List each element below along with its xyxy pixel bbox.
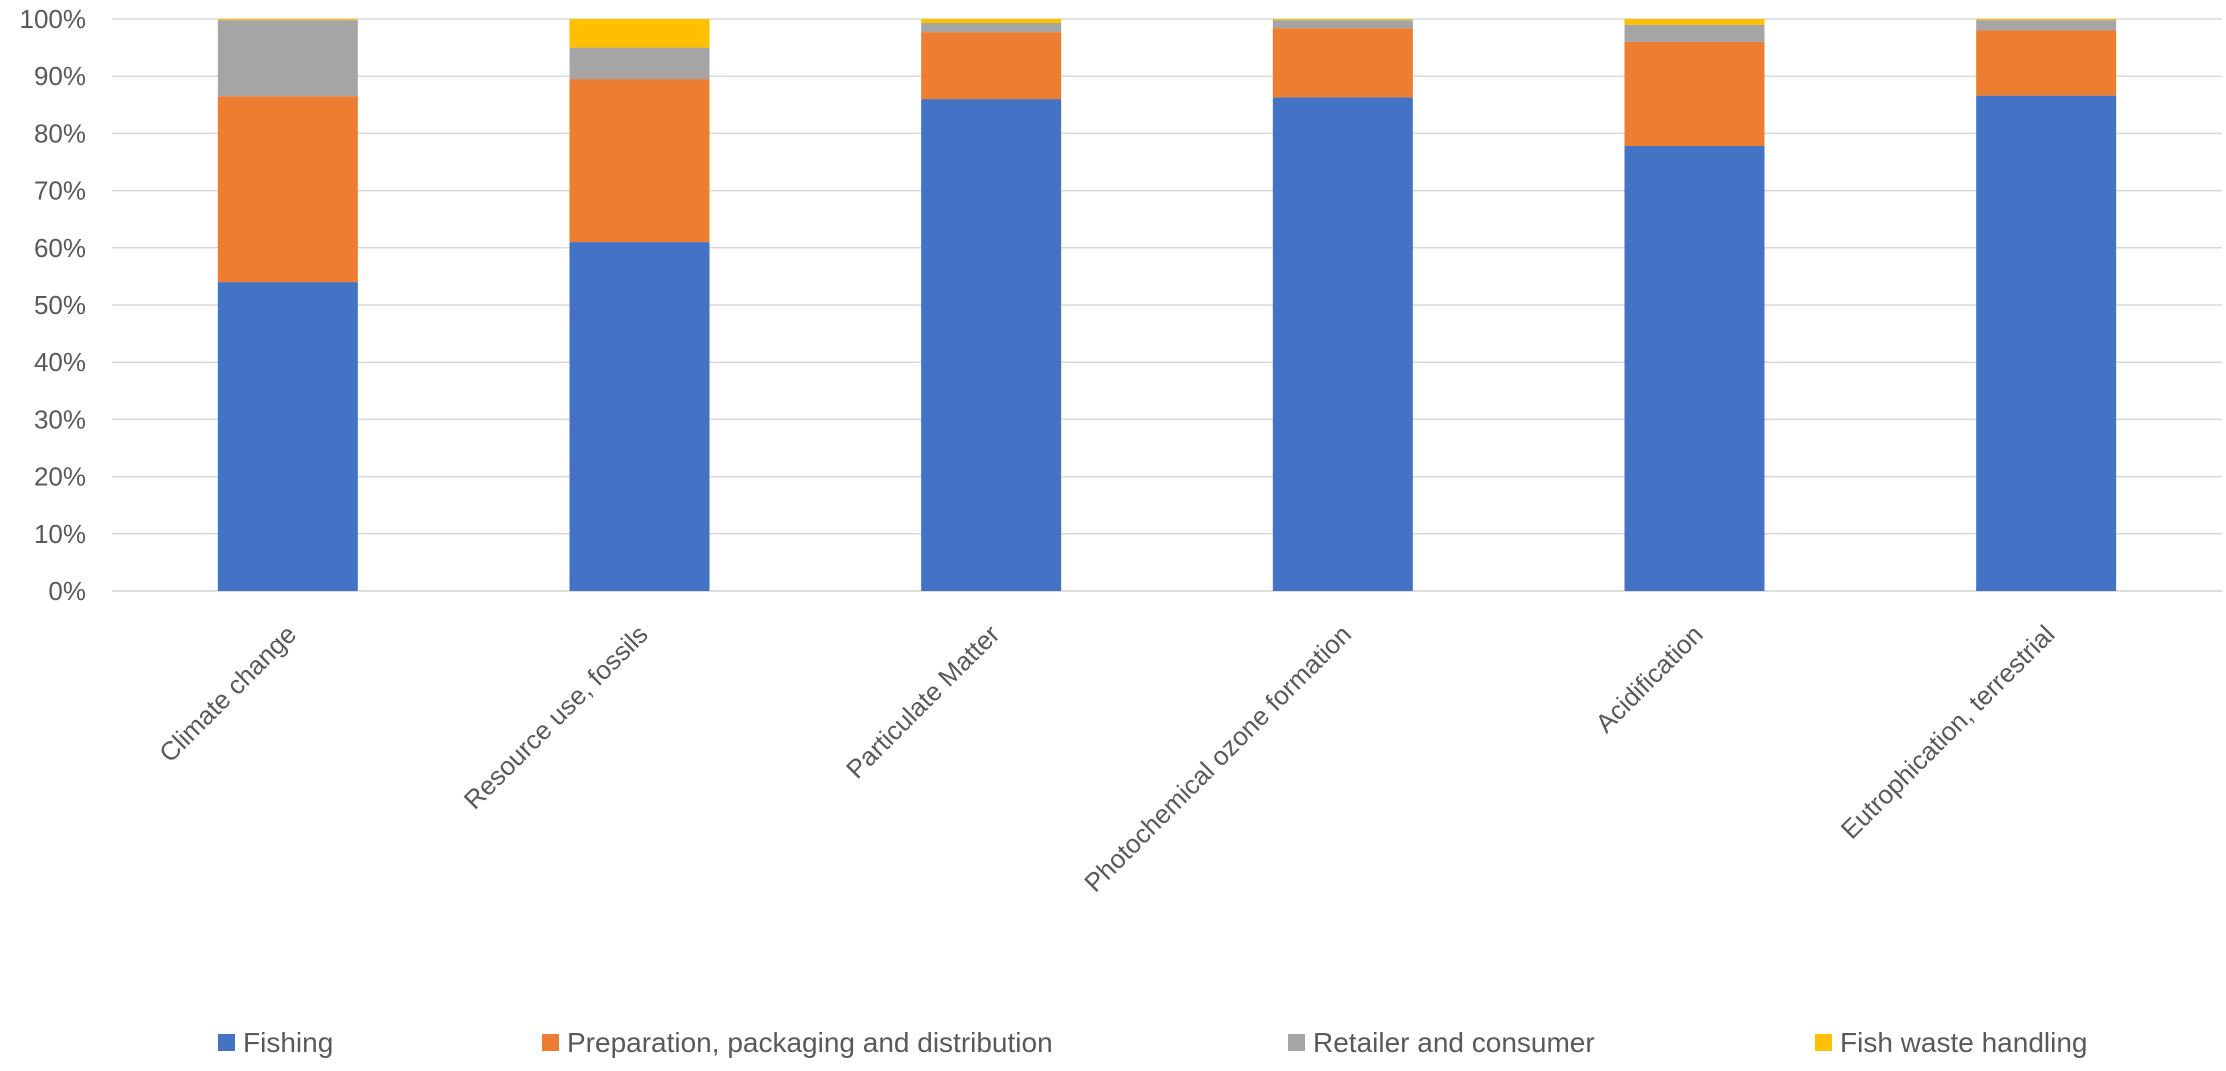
y-tick-label: 50%	[34, 290, 86, 320]
bar-segment	[569, 242, 710, 591]
bar-segment	[569, 19, 710, 48]
x-category-label: Photochemical ozone formation	[1078, 619, 1357, 898]
legend: Fishing Preparation, packaging and distri…	[218, 1027, 2087, 1058]
bars	[217, 19, 2117, 591]
x-axis-labels: Climate change Resource use, fossils Parti…	[153, 619, 2060, 898]
x-category-label: Acidification	[1589, 619, 1708, 738]
y-tick-label: 20%	[34, 462, 86, 492]
bar-segment	[217, 19, 358, 21]
y-tick-label: 30%	[34, 404, 86, 434]
x-category-label: Particulate Matter	[840, 619, 1006, 785]
bar-segment	[921, 23, 1062, 33]
x-category-label: Resource use, fossils	[458, 619, 654, 815]
bar-segment	[217, 96, 358, 283]
bar-segment	[1624, 19, 1765, 25]
y-axis-ticks: 0% 10% 20% 30% 40% 50% 60% 70% 80% 90% 100%	[20, 4, 87, 606]
bar-segment	[1624, 24, 1765, 42]
bar-segment	[1976, 95, 2117, 591]
gridlines	[112, 18, 2222, 592]
y-tick-label: 90%	[34, 61, 86, 91]
bar-segment	[921, 99, 1062, 591]
legend-swatch	[542, 1034, 559, 1051]
bar-segment	[569, 47, 710, 80]
bar-segment	[921, 32, 1062, 100]
legend-label: Fish waste handling	[1840, 1027, 2087, 1058]
legend-label: Retailer and consumer	[1313, 1027, 1595, 1058]
bar-segment	[921, 19, 1062, 24]
bar-segment	[1272, 97, 1413, 591]
x-category-label: Climate change	[153, 619, 302, 768]
legend-swatch	[1815, 1034, 1832, 1051]
y-tick-label: 60%	[34, 233, 86, 263]
bar-segment	[1976, 30, 2117, 96]
bar-segment	[569, 79, 710, 243]
bar-segment	[217, 282, 358, 591]
bar-segment	[1272, 28, 1413, 98]
bar-segment	[1272, 19, 1413, 21]
bar-segment	[1976, 20, 2117, 31]
bar-segment	[1272, 20, 1413, 29]
legend-swatch	[218, 1034, 235, 1051]
y-tick-label: 70%	[34, 176, 86, 206]
bar-segment	[1624, 145, 1765, 591]
legend-label: Preparation, packaging and distribution	[567, 1027, 1053, 1058]
bar-segment	[1624, 41, 1765, 146]
bar-segment	[217, 20, 358, 97]
legend-swatch	[1288, 1034, 1305, 1051]
y-tick-label: 80%	[34, 118, 86, 148]
y-tick-label: 0%	[48, 576, 86, 606]
x-category-label: Eutrophication, terrestrial	[1835, 619, 2061, 845]
y-tick-label: 40%	[34, 347, 86, 377]
y-tick-label: 10%	[34, 519, 86, 549]
legend-label: Fishing	[243, 1027, 333, 1058]
bar-segment	[1976, 19, 2117, 21]
y-tick-label: 100%	[20, 4, 87, 34]
